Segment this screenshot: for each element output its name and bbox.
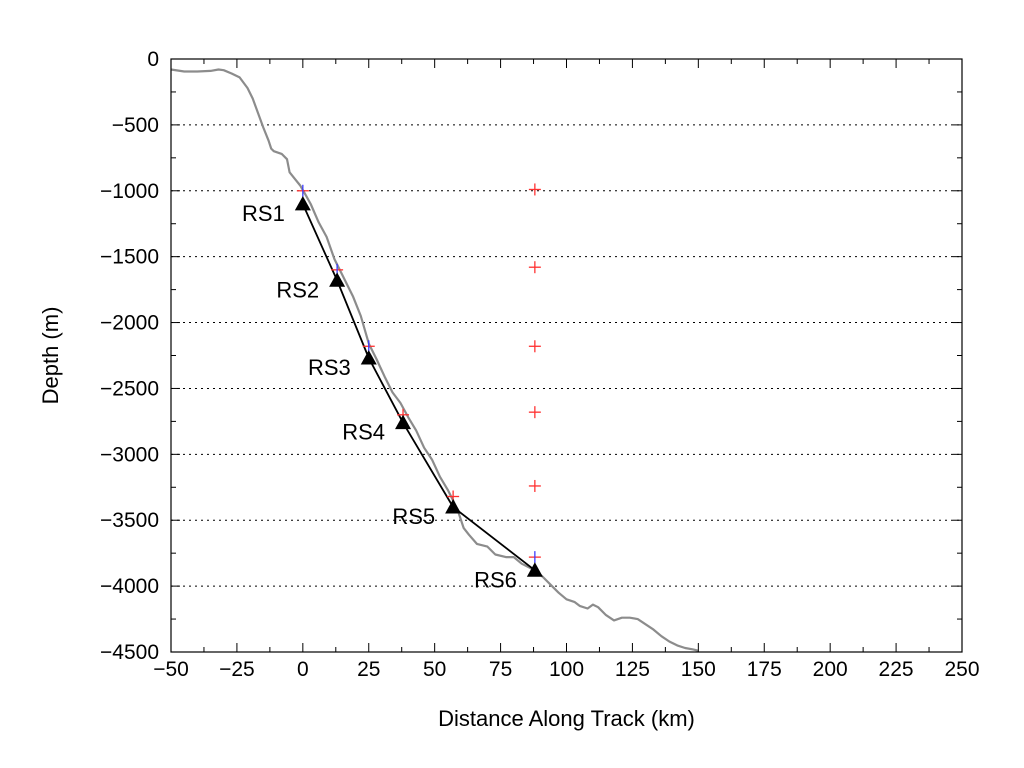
cross-marker bbox=[528, 479, 541, 492]
bathymetry-line bbox=[170, 68, 699, 652]
grid-lines bbox=[171, 124, 962, 587]
x-tick-label: 225 bbox=[879, 658, 914, 681]
y-tick-label: −500 bbox=[112, 114, 159, 137]
y-tick-label: 0 bbox=[147, 48, 159, 71]
cross-marker bbox=[528, 340, 541, 353]
y-tick-label: −1000 bbox=[100, 180, 159, 203]
cross-marker bbox=[528, 183, 541, 196]
x-tick-label: 200 bbox=[813, 658, 848, 681]
y-tick-label: −2500 bbox=[100, 377, 159, 400]
station-marker bbox=[395, 414, 412, 430]
cross-marker bbox=[528, 406, 541, 419]
station-label: RS1 bbox=[242, 201, 285, 226]
station-label: RS4 bbox=[342, 420, 385, 445]
x-tick-label: 75 bbox=[489, 658, 512, 681]
y-tick-label: −3000 bbox=[100, 443, 159, 466]
station-labels: RS1 RS2 RS3 RS4 RS5 RS6 bbox=[242, 201, 517, 592]
station-marker bbox=[445, 499, 462, 514]
y-tick-label: −4500 bbox=[100, 641, 159, 664]
y-tick-label: −2000 bbox=[100, 312, 159, 335]
station-marker bbox=[360, 350, 377, 365]
y-tick-labels: 0 −500 −1000 −1500 −2000 −2500 −3000 −3500 −4000… bbox=[100, 48, 159, 664]
y-tick-label: −3500 bbox=[100, 509, 159, 532]
track-line bbox=[301, 203, 536, 572]
x-tick-label: 100 bbox=[549, 658, 584, 681]
station-marker bbox=[294, 195, 311, 211]
station-label: RS2 bbox=[276, 277, 319, 302]
bathymetry-layer bbox=[170, 68, 699, 652]
y-tick-label: −1500 bbox=[100, 246, 159, 269]
y-axis-title: Depth (m) bbox=[38, 307, 63, 405]
x-tick-label: 50 bbox=[423, 658, 446, 681]
x-tick-label: 175 bbox=[747, 658, 782, 681]
station-markers bbox=[294, 195, 543, 577]
station-marker bbox=[329, 272, 346, 287]
x-axis-title: Distance Along Track (km) bbox=[438, 706, 695, 731]
axis-ticks bbox=[170, 58, 963, 653]
track-layer bbox=[301, 203, 536, 572]
station-label: RS3 bbox=[308, 355, 351, 380]
cross-marker bbox=[528, 261, 541, 274]
x-tick-label: 25 bbox=[357, 658, 380, 681]
cross-markers bbox=[296, 183, 541, 564]
y-tick-label: −4000 bbox=[100, 575, 159, 598]
plot-frame bbox=[170, 58, 963, 653]
x-tick-label: 0 bbox=[297, 658, 309, 681]
cross-marker bbox=[528, 551, 541, 564]
station-label: RS6 bbox=[474, 567, 517, 592]
cross-marker bbox=[296, 184, 309, 197]
x-tick-label: −50 bbox=[153, 658, 189, 681]
x-tick-label: 125 bbox=[615, 658, 650, 681]
station-marker bbox=[526, 562, 543, 577]
station-label: RS5 bbox=[392, 504, 435, 529]
x-tick-label: −25 bbox=[219, 658, 255, 681]
x-tick-label: 150 bbox=[681, 658, 716, 681]
x-tick-labels: −50 −25 0 25 50 75 100 125 150 175 200 225 250 bbox=[153, 658, 979, 681]
x-tick-label: 250 bbox=[944, 658, 979, 681]
